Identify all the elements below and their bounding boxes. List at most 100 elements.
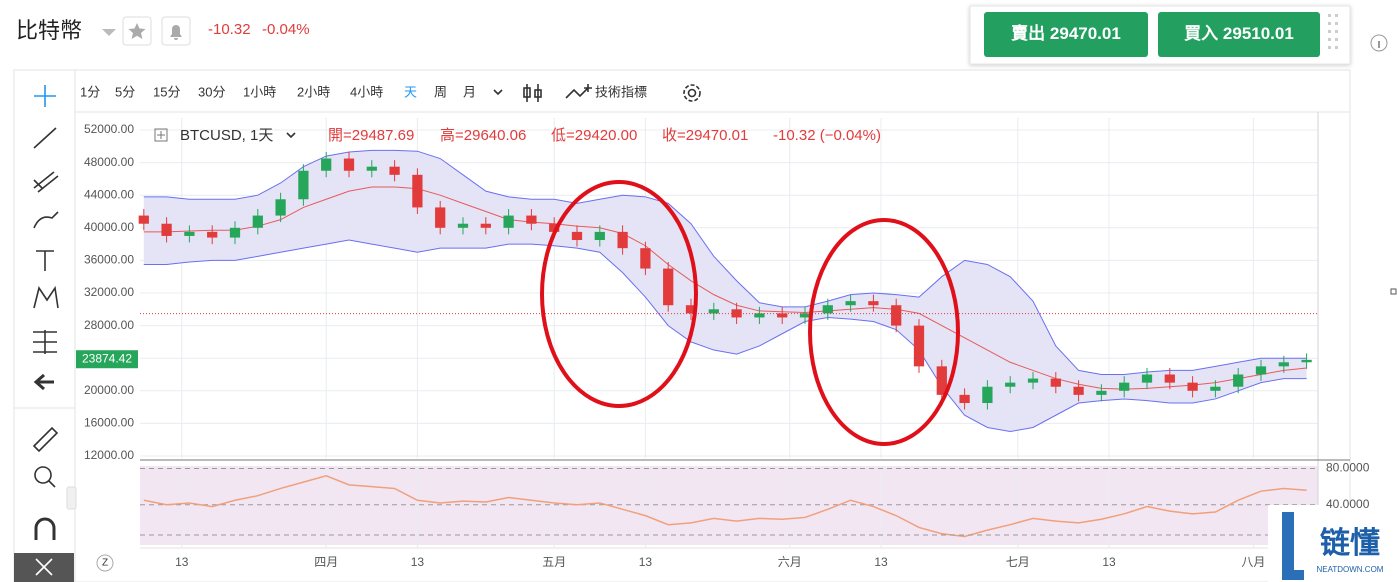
candle-body	[708, 309, 719, 314]
collapse-sidebar[interactable]	[66, 486, 77, 510]
settings-icon-center	[687, 88, 697, 98]
symbol-dropdown[interactable]	[102, 29, 116, 36]
candle-body	[1301, 359, 1312, 363]
candle-body	[982, 386, 993, 404]
watermark-site: NEATDOWN.COM	[1317, 565, 1384, 574]
candle-body	[571, 231, 583, 241]
rsi-tick-label: 40.0000	[1326, 497, 1370, 511]
highlight-circle	[808, 218, 960, 446]
legend-dropdown[interactable]	[286, 132, 296, 139]
legend-toggle[interactable]	[154, 128, 168, 142]
overlay-line	[143, 239, 1307, 433]
interval-more[interactable]	[493, 89, 503, 96]
sell-button-text: 賣出 29470.01	[1010, 23, 1121, 43]
y-tick-label: 48000.00	[84, 155, 134, 169]
back-tool[interactable]	[33, 373, 54, 391]
candle-body	[617, 231, 628, 249]
candle-body	[663, 268, 674, 306]
prediction-tool[interactable]	[33, 330, 57, 354]
zoom-reset[interactable]	[96, 554, 114, 572]
text-tool[interactable]	[36, 250, 54, 271]
interval[interactable]: 2小時	[297, 84, 330, 99]
candle-body	[503, 215, 514, 228]
legend-close: 收=29470.01	[662, 127, 748, 144]
zoom-reset-label: Z	[102, 558, 108, 569]
drawing-tools	[14, 85, 75, 582]
candle-body	[594, 231, 605, 241]
crosshair-tool[interactable]	[34, 85, 56, 107]
candle-body	[1164, 374, 1175, 383]
legend-change: -10.32 (−0.04%)	[773, 127, 881, 144]
star-icon	[128, 23, 146, 39]
candle-body	[252, 215, 263, 228]
x-tick-label: 13	[874, 555, 888, 569]
resize-handle[interactable]	[1390, 288, 1397, 295]
x-tick-label: 13	[639, 555, 653, 569]
interval[interactable]: 1小時	[243, 84, 276, 99]
legend-low: 低=29420.00	[551, 127, 637, 144]
candle-body	[184, 231, 195, 236]
price-change-percent: -0.04%	[262, 21, 310, 38]
pattern-tool[interactable]	[33, 285, 59, 309]
magnet-tool[interactable]	[34, 517, 56, 540]
candle-body	[1233, 374, 1244, 387]
zoom-handle	[48, 480, 56, 488]
chart-frame	[13, 69, 1351, 582]
info-icon[interactable]	[1370, 34, 1388, 52]
zoom-tool[interactable]	[34, 466, 52, 484]
candle-body	[845, 301, 856, 306]
interval-bar: 1分 5分 15分 30分 1小時 2小時 4小時 天 周 月 技術指標	[80, 84, 701, 102]
y-tick-label: 36000.00	[84, 253, 134, 267]
watermark-name: 链懂	[1320, 526, 1380, 560]
trendline-tool[interactable]	[33, 127, 57, 149]
y-tick-label: 28000.00	[84, 318, 134, 332]
candle-body	[1050, 378, 1061, 387]
interval[interactable]: 5分	[115, 84, 135, 99]
indicator-icon[interactable]	[565, 84, 592, 99]
candle-body	[321, 158, 332, 171]
interval[interactable]: 1分	[80, 84, 100, 99]
candle-body	[1141, 374, 1153, 383]
watermark-logo	[1282, 512, 1304, 580]
y-tick-label: 12000.00	[84, 448, 134, 462]
interval[interactable]: 月	[463, 84, 476, 99]
candle-body	[685, 305, 697, 314]
candle-body	[754, 313, 765, 318]
plot	[138, 118, 1318, 548]
chart-type-button[interactable]	[523, 84, 542, 102]
x-tick-label: 四月	[314, 555, 338, 569]
brush-tool[interactable]	[33, 211, 59, 229]
candle-body	[389, 166, 400, 175]
legend-high: 高=29640.06	[440, 127, 526, 144]
y-tick-label: 20000.00	[84, 383, 134, 397]
settings-icon[interactable]	[683, 84, 701, 102]
overlay-line	[143, 186, 1307, 390]
buy-button[interactable]	[1158, 12, 1320, 57]
symbol-title: 比特幣	[16, 18, 82, 43]
candle-body	[526, 215, 537, 224]
indicators-button[interactable]: 技術指標	[595, 84, 647, 99]
candle-body	[1073, 386, 1084, 395]
fib-tool[interactable]	[33, 171, 59, 193]
sell-price: 29470.01	[1050, 24, 1121, 43]
sell-button[interactable]	[984, 12, 1148, 57]
interval[interactable]: 4小時	[350, 84, 383, 99]
interval[interactable]: 30分	[198, 84, 225, 99]
candle-body	[366, 166, 377, 171]
legend-open: 開=29487.69	[328, 127, 414, 144]
x-tick-label: 13	[411, 555, 425, 569]
candle-body	[1210, 386, 1221, 391]
measure-tool[interactable]	[32, 426, 59, 453]
candle-body	[868, 301, 879, 306]
candle-body	[822, 305, 833, 314]
drag-handle[interactable]	[1328, 14, 1338, 49]
candle-body	[229, 227, 241, 238]
buy-price: 29510.01	[1223, 24, 1294, 43]
interval[interactable]: 周	[434, 84, 447, 99]
interval[interactable]: 15分	[153, 84, 180, 99]
candle-body	[207, 231, 218, 238]
interval-active[interactable]: 天	[404, 84, 417, 99]
bell-icon	[170, 25, 182, 40]
sell-label: 賣出	[1010, 23, 1045, 43]
